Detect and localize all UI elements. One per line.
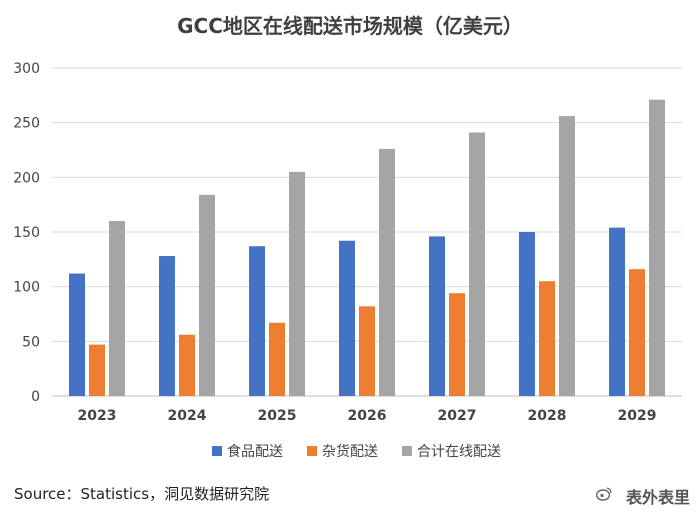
bar xyxy=(379,148,395,396)
bar xyxy=(199,194,215,396)
bar xyxy=(519,232,535,396)
x-tick-label: 2029 xyxy=(618,408,657,424)
bar xyxy=(539,281,555,396)
source-note: Source：Statistics，洞见数据研究院 xyxy=(14,485,270,503)
bar xyxy=(359,306,375,396)
x-tick-label: 2027 xyxy=(438,408,477,424)
chart-container: GCC地区在线配送市场规模（亿美元） 0 50 100 150 200 250 300 202… xyxy=(13,14,682,460)
y-tick-label: 100 xyxy=(13,280,40,296)
y-tick-label: 150 xyxy=(13,225,40,241)
bar xyxy=(269,322,285,396)
watermark-brand: 表外表里 xyxy=(625,488,690,507)
bar xyxy=(289,171,305,396)
bar xyxy=(69,273,85,396)
legend-swatch xyxy=(307,446,317,456)
x-tick-label: 2028 xyxy=(528,408,567,424)
bar xyxy=(649,99,665,396)
y-tick-label: 300 xyxy=(13,61,40,77)
bar xyxy=(449,293,465,396)
bar xyxy=(559,116,575,397)
y-tick-label: 0 xyxy=(31,389,40,405)
bar xyxy=(609,227,625,396)
weibo-icon xyxy=(596,487,612,501)
bar xyxy=(249,246,265,396)
bar-chart: 0 50 100 150 200 250 300 2023 2024 2025 2026 2027 20… xyxy=(13,61,682,460)
bar xyxy=(629,269,645,396)
x-tick-label: 2026 xyxy=(348,408,387,424)
y-tick-label: 250 xyxy=(13,116,40,132)
bar xyxy=(159,256,175,396)
bar xyxy=(339,240,355,396)
bar xyxy=(429,236,445,396)
x-tick-label: 2025 xyxy=(258,408,297,424)
bar xyxy=(89,344,105,396)
y-tick-label: 200 xyxy=(13,170,40,186)
legend-label: 合计在线配送 xyxy=(417,444,501,460)
legend-label: 食品配送 xyxy=(227,443,283,460)
legend-swatch xyxy=(212,446,222,456)
bar xyxy=(109,221,125,396)
y-tick-label: 50 xyxy=(22,334,40,350)
bar xyxy=(179,334,195,396)
x-tick-label: 2023 xyxy=(78,408,117,424)
bar xyxy=(469,132,485,397)
chart-title: GCC地区在线配送市场规模（亿美元） xyxy=(177,14,523,38)
legend-label: 杂货配送 xyxy=(322,443,378,460)
x-tick-label: 2024 xyxy=(168,408,207,424)
legend-swatch xyxy=(402,446,412,456)
